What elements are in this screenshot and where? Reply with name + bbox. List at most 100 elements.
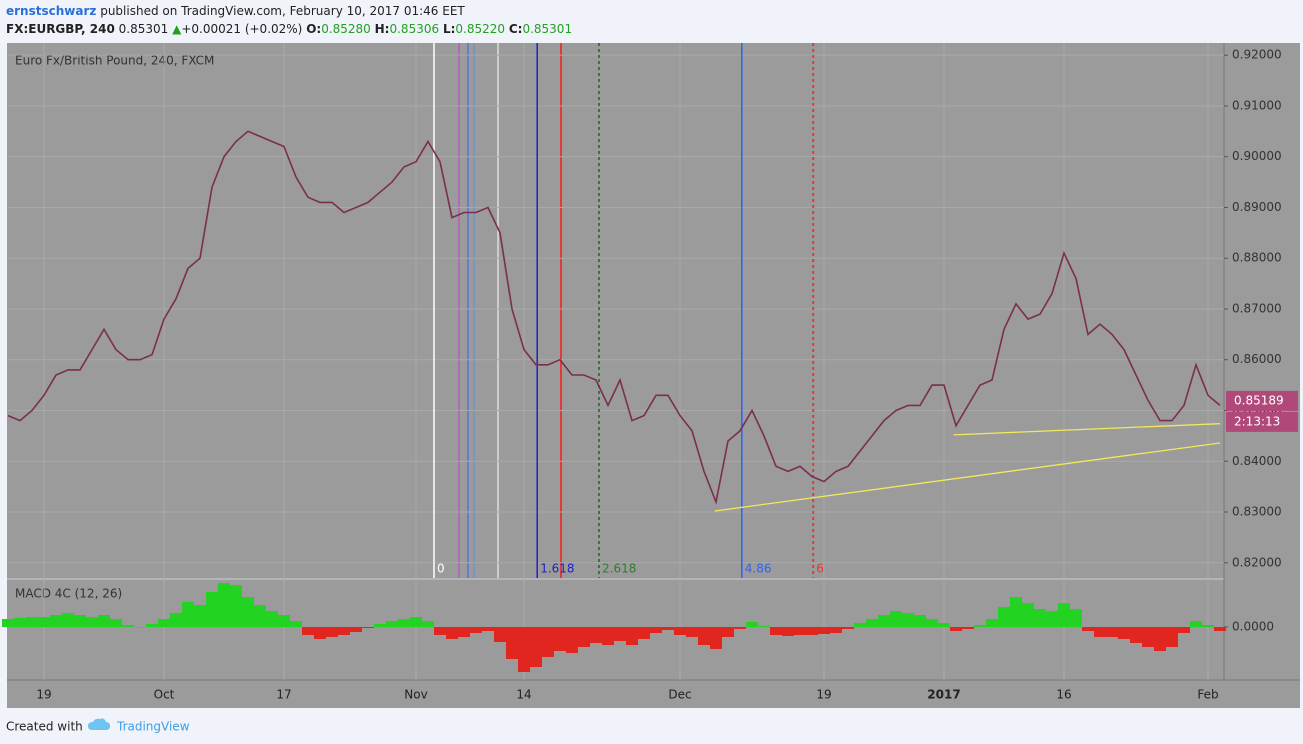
logo[interactable] (88, 718, 110, 730)
macd-bar (1010, 597, 1022, 627)
price-axis (1224, 43, 1300, 680)
macd-bar (902, 613, 914, 627)
macd-bar (1106, 627, 1118, 637)
symbol: FX:EURGBP, 240 (6, 22, 115, 36)
x-tick-label: 16 (1056, 688, 1071, 702)
x-tick-label: Oct (154, 688, 175, 702)
macd-bar (542, 627, 554, 657)
macd-bar (1070, 609, 1082, 627)
macd-bar (734, 627, 746, 629)
countdown-tag (1226, 411, 1298, 432)
macd-bar (1178, 627, 1190, 633)
macd-bar (362, 627, 374, 628)
macd-bar (710, 627, 722, 649)
macd-bar (278, 615, 290, 627)
macd-bar (1190, 621, 1202, 627)
y-tick-label: 0.83000 (1232, 505, 1282, 519)
price: 0.85301 (118, 22, 169, 36)
x-tick-label: 19 (816, 688, 831, 702)
footer-brand[interactable]: TradingView (116, 720, 190, 734)
y-tick-label: 0.90000 (1232, 149, 1282, 163)
time-zone-label: 4.86 (745, 562, 772, 576)
x-tick-label: 14 (516, 688, 531, 702)
macd-bar (86, 617, 98, 627)
price-line (7, 130, 1221, 505)
macd-bar (650, 627, 662, 633)
chart-title: Euro Fx/British Pound, 240, FXCM (15, 54, 214, 68)
time-zone-label: 1.618 (540, 562, 574, 576)
macd-bar (386, 621, 398, 627)
countdown: 2:13:13 (1234, 414, 1280, 428)
macd-bar (422, 621, 434, 627)
macd-bar (722, 627, 734, 637)
macd-bar (914, 615, 926, 627)
arrow: ▲ (172, 22, 182, 36)
macd-bar (218, 583, 230, 627)
footer-created: Created with (6, 720, 83, 734)
time-zone-label: 2.618 (602, 562, 636, 576)
last-price: 0.85189 (1234, 393, 1284, 407)
macd-bar (1166, 627, 1178, 647)
macd-bar (674, 627, 686, 635)
macd-bar (98, 615, 110, 627)
y-tick-label: 0.84000 (1232, 454, 1282, 468)
macd-bar (842, 627, 854, 629)
macd-bar (1214, 627, 1226, 631)
x-tick-label: Dec (668, 688, 691, 702)
macd-bar (518, 627, 530, 672)
macd-bar (1202, 625, 1214, 627)
macd-bar (74, 615, 86, 627)
macd-bar (746, 622, 758, 627)
o-label: O: (306, 22, 322, 36)
macd-bar (1130, 627, 1142, 643)
macd-bar (1142, 627, 1154, 647)
macd-bar (14, 618, 26, 627)
macd-bar (254, 605, 266, 627)
macd-bar (458, 627, 470, 637)
macd-bar (662, 627, 674, 630)
macd-bar (938, 623, 950, 627)
macd-bar (494, 627, 506, 642)
macd-title: MACD 4C (12, 26) (15, 587, 122, 601)
macd-bar (38, 617, 50, 627)
macd-bar (158, 619, 170, 627)
macd-bar (698, 627, 710, 645)
macd-bar (974, 625, 986, 627)
y-tick-label: 0.89000 (1232, 200, 1282, 214)
macd-bar (398, 619, 410, 627)
macd-bar (554, 627, 566, 651)
macd-bar (266, 611, 278, 627)
macd-bar (530, 627, 542, 667)
change: +0.00021 (+0.02%) (181, 22, 303, 36)
macd-bar (410, 617, 422, 627)
macd-bar (998, 607, 1010, 627)
y-tick-label: 0.0000 (1232, 620, 1274, 634)
macd-bar (482, 627, 494, 631)
macd-bar (242, 597, 254, 627)
macd-bar (134, 627, 146, 628)
published: published on TradingView.com, February 1… (100, 4, 465, 18)
publish-line: ernstschwarz published on TradingView.co… (6, 4, 465, 18)
macd-bar (1094, 627, 1106, 637)
macd-bar (614, 627, 626, 641)
macd-bar (374, 624, 386, 627)
macd-bar (782, 627, 794, 636)
macd-bar (770, 627, 782, 635)
macd-bar (950, 627, 962, 631)
h-label: H: (374, 22, 390, 36)
macd-bar (1022, 603, 1034, 627)
macd-bar (122, 625, 134, 627)
macd-bar (26, 617, 38, 627)
macd-bar (686, 627, 698, 637)
macd-bar (566, 627, 578, 653)
macd-bar (350, 627, 362, 632)
macd-bar (470, 627, 482, 633)
author[interactable]: ernstschwarz (6, 4, 97, 18)
macd-bar (50, 615, 62, 627)
x-tick-label: Feb (1197, 688, 1218, 702)
macd-bar (326, 627, 338, 637)
macd-bar (866, 619, 878, 627)
macd-bar (314, 627, 326, 639)
macd-bar (986, 619, 998, 627)
